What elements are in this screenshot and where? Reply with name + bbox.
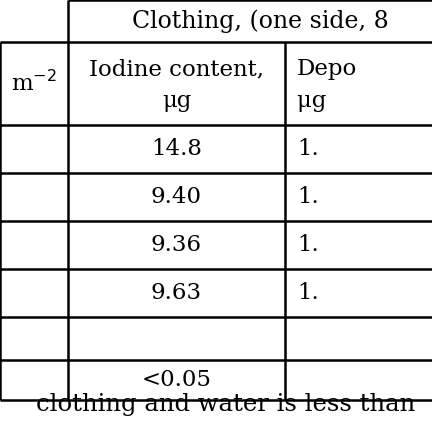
Text: Clothing, (one side, 8: Clothing, (one side, 8 [132,9,388,33]
Text: Depo: Depo [297,58,357,80]
Text: clothing and water is less than: clothing and water is less than [36,393,416,416]
Text: 14.8: 14.8 [151,138,202,160]
Text: 1.: 1. [297,282,319,304]
Text: 9.40: 9.40 [151,186,202,208]
Text: m$^{-2}$: m$^{-2}$ [11,71,57,96]
Text: 1.: 1. [297,234,319,256]
Text: μg: μg [162,90,191,112]
Text: 9.36: 9.36 [151,234,202,256]
Text: 1.: 1. [297,138,319,160]
Text: Iodine content,: Iodine content, [89,58,264,80]
Text: 1.: 1. [297,186,319,208]
Text: 9.63: 9.63 [151,282,202,304]
Text: <0.05: <0.05 [142,369,212,391]
Text: μg: μg [297,90,334,112]
